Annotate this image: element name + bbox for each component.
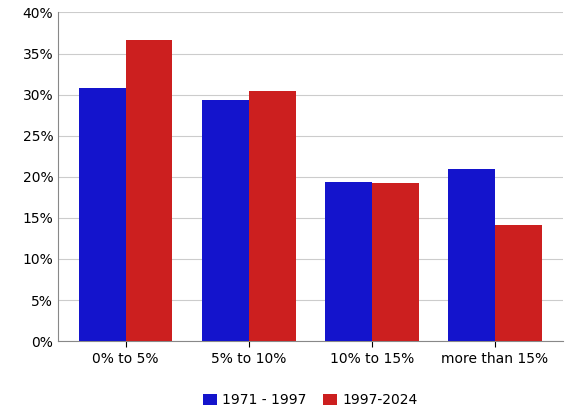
Bar bbox=[325, 182, 372, 341]
Bar bbox=[79, 88, 126, 341]
Bar bbox=[448, 169, 495, 341]
Bar bbox=[372, 183, 419, 341]
Bar bbox=[249, 91, 296, 341]
Bar bbox=[495, 225, 542, 341]
Legend: 1971 - 1997, 1997-2024: 1971 - 1997, 1997-2024 bbox=[197, 387, 423, 413]
Bar bbox=[126, 40, 172, 341]
Bar bbox=[202, 99, 249, 341]
